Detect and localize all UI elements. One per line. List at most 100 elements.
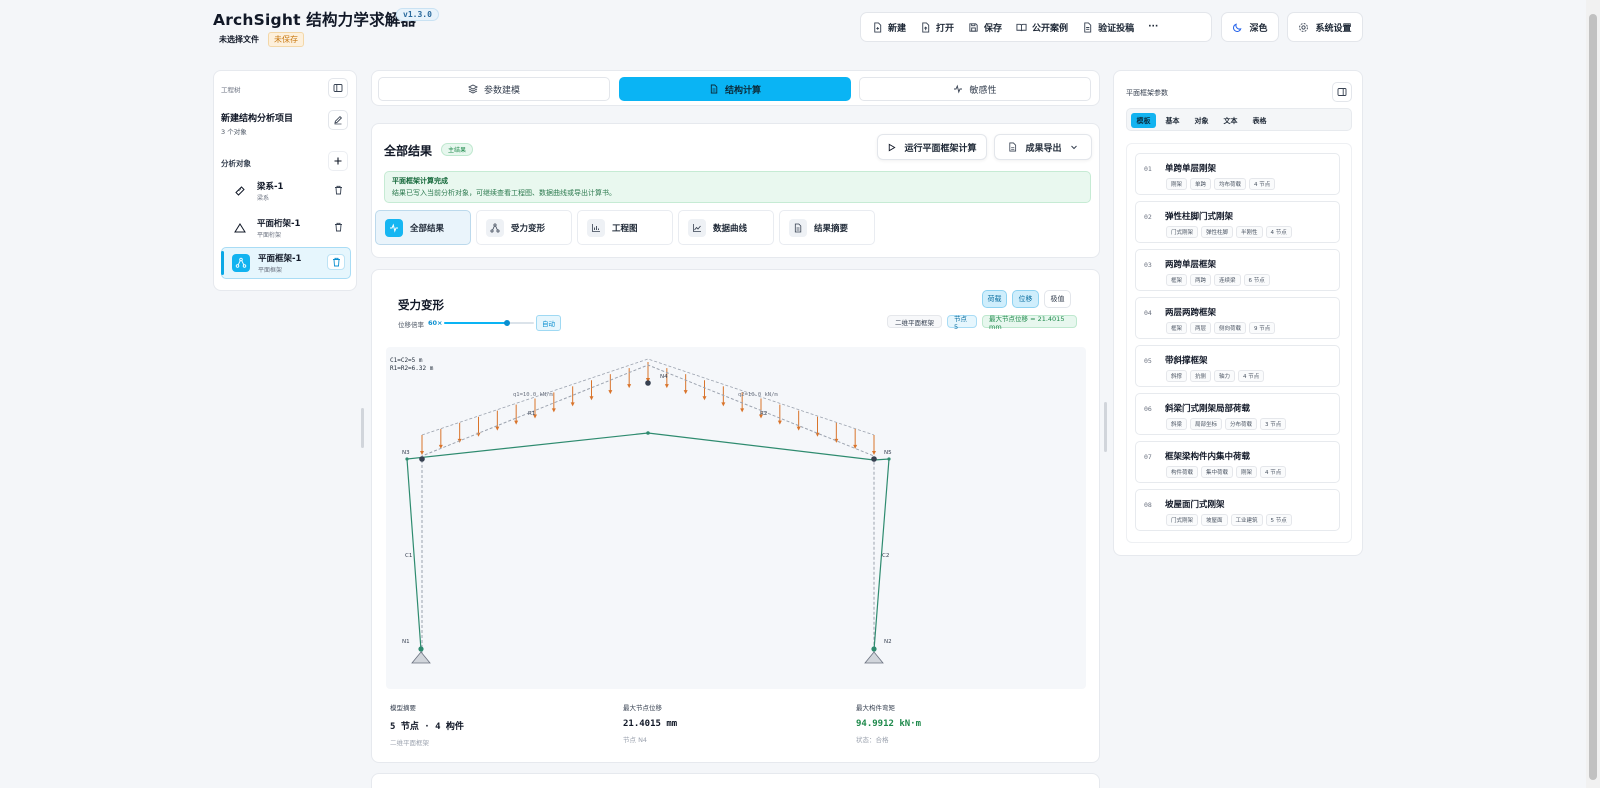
subtab-curves[interactable]: 数据曲线 bbox=[678, 210, 774, 245]
template-title: 斜梁门式刚架局部荷载 bbox=[1165, 404, 1251, 414]
new-button[interactable]: 新建 bbox=[865, 14, 913, 40]
template-number: 04 bbox=[1144, 309, 1152, 317]
sidebar-icon bbox=[333, 84, 343, 92]
tab-label: 参数建模 bbox=[483, 85, 520, 96]
segment-text[interactable]: 文本 bbox=[1223, 116, 1238, 125]
info-line: C1=C2=5 m bbox=[390, 357, 423, 364]
cases-label: 公开案例 bbox=[1032, 23, 1069, 34]
template-number: 01 bbox=[1144, 165, 1152, 173]
deformed-shape bbox=[406, 432, 890, 651]
settings-label: 系统设置 bbox=[1315, 23, 1352, 34]
template-item[interactable]: 02 弹性柱脚门式刚架 门式刚架 弹性柱脚 半刚性 4 节点 bbox=[1135, 201, 1340, 243]
template-item[interactable]: 01 单跨单层刚架 刚架 单跨 均布荷载 4 节点 bbox=[1135, 153, 1340, 195]
scrollbar-thumb[interactable] bbox=[1589, 14, 1597, 780]
deformation-card: 受力变形 位移倍率 60× 自动 荷载 位移 极值 二维平面框架 节点 5 最大… bbox=[371, 269, 1100, 763]
object-item-frame[interactable]: 平面框架-1 平面框架 bbox=[221, 247, 351, 279]
object-type: 梁系 bbox=[257, 195, 270, 202]
panel-heading: 工程树 bbox=[221, 86, 241, 94]
distributed-loads bbox=[420, 358, 876, 455]
template-tag: 两跨 bbox=[1190, 274, 1212, 286]
left-resize-handle[interactable] bbox=[361, 408, 364, 448]
verify-button[interactable]: 验证投稿 bbox=[1075, 14, 1141, 40]
delete-object-button[interactable] bbox=[334, 222, 343, 232]
template-item[interactable]: 08 坡屋面门式刚架 门式刚架 坡屋面 工业建筑 5 节点 bbox=[1135, 489, 1340, 531]
more-button[interactable]: ··· bbox=[1141, 14, 1165, 40]
template-item[interactable]: 03 两跨单层框架 框架 两跨 连续梁 6 节点 bbox=[1135, 249, 1340, 291]
object-item-truss[interactable]: 平面桁架-1 平面桁架 bbox=[221, 213, 351, 243]
node-label-n1: N1 bbox=[402, 639, 410, 645]
template-tag: 4 节点 bbox=[1265, 226, 1292, 238]
template-item[interactable]: 04 两层两跨框架 框架 两层 侧向荷载 9 节点 bbox=[1135, 297, 1340, 339]
template-item[interactable]: 05 带斜撑框架 斜撑 抗侧 轴力 4 节点 bbox=[1135, 345, 1340, 387]
save-label: 保存 bbox=[984, 23, 1003, 34]
subtab-summary[interactable]: 结果摘要 bbox=[779, 210, 875, 245]
load-arrow-head bbox=[796, 426, 801, 431]
export-button[interactable]: 成果导出 bbox=[994, 134, 1092, 160]
run-calculation-button[interactable]: 运行平面框架计算 bbox=[877, 134, 987, 160]
support-n1 bbox=[411, 651, 431, 664]
subtab-all-results[interactable]: 全部结果 bbox=[375, 210, 471, 245]
template-item[interactable]: 07 框架梁构件内集中荷载 构件荷载 集中荷载 刚架 4 节点 bbox=[1135, 441, 1340, 483]
tab-sensitivity[interactable]: 敏感性 bbox=[859, 77, 1091, 101]
segment-basic[interactable]: 基本 bbox=[1165, 116, 1180, 125]
settings-button[interactable]: 系统设置 bbox=[1287, 12, 1363, 42]
open-button[interactable]: 打开 bbox=[913, 14, 961, 40]
subtab-deformation[interactable]: 受力变形 bbox=[476, 210, 572, 245]
toolbar: 新建 打开 保存 公开案例 验证投稿 ··· bbox=[860, 12, 1212, 42]
slider-thumb[interactable] bbox=[504, 320, 510, 326]
edit-project-button[interactable] bbox=[328, 110, 348, 130]
stat-max-displacement: 最大节点位移 21.4015 mm 节点 N4 bbox=[623, 702, 677, 744]
cases-button[interactable]: 公开案例 bbox=[1009, 14, 1075, 40]
segment-templates[interactable]: 模板 bbox=[1131, 113, 1156, 128]
stat-model-summary: 模型摘要 5 节点 · 4 构件 二维平面框架 bbox=[390, 702, 464, 747]
template-item[interactable]: 06 斜梁门式刚架局部荷载 斜梁 局部坐标 分布荷载 3 节点 bbox=[1135, 393, 1340, 435]
tab-modeling[interactable]: 参数建模 bbox=[378, 77, 610, 101]
node-label-n2: N2 bbox=[884, 639, 892, 645]
trash-icon bbox=[335, 222, 342, 232]
subtab-drawing[interactable]: 工程图 bbox=[577, 210, 673, 245]
delete-object-button[interactable] bbox=[327, 254, 345, 270]
collapse-panel-button[interactable] bbox=[328, 78, 348, 98]
template-tag: 刚架 bbox=[1166, 178, 1188, 190]
toggle-load[interactable]: 荷载 bbox=[982, 290, 1007, 308]
stat-max-moment: 最大构件弯矩 94.9912 kN·m 状态：合格 bbox=[856, 702, 921, 744]
dark-mode-label: 深色 bbox=[1249, 23, 1268, 34]
load-arrow-head bbox=[627, 384, 632, 389]
toggle-displacement[interactable]: 位移 bbox=[1012, 290, 1039, 308]
project-title: 新建结构分析项目 bbox=[221, 114, 294, 124]
load-arrow-head bbox=[853, 444, 858, 449]
template-tag: 局部坐标 bbox=[1190, 418, 1223, 430]
template-tag: 门式刚架 bbox=[1166, 226, 1199, 238]
template-tag: 半刚性 bbox=[1236, 226, 1263, 238]
template-tag: 构件荷载 bbox=[1166, 466, 1199, 478]
objects-heading: 分析对象 bbox=[221, 159, 251, 168]
auto-scale-button[interactable]: 自动 bbox=[536, 315, 561, 331]
tab-calculation[interactable]: 结构计算 bbox=[619, 77, 851, 101]
save-button[interactable]: 保存 bbox=[961, 14, 1009, 40]
file-label: 未选择文件 bbox=[219, 35, 259, 44]
load-arrow-head bbox=[551, 408, 556, 413]
template-tag: 工业建筑 bbox=[1230, 514, 1263, 526]
segment-table[interactable]: 表格 bbox=[1252, 116, 1267, 125]
toggle-extreme[interactable]: 极值 bbox=[1044, 290, 1071, 308]
load-arrow-head bbox=[834, 438, 839, 443]
object-item-beam[interactable]: 梁系-1 梁系 bbox=[221, 176, 351, 206]
object-type: 平面桁架 bbox=[257, 232, 282, 239]
template-tag: 弹性柱脚 bbox=[1201, 226, 1234, 238]
delete-object-button[interactable] bbox=[334, 185, 343, 195]
template-tag: 轴力 bbox=[1214, 370, 1236, 382]
right-resize-handle[interactable] bbox=[1104, 402, 1107, 452]
stat-value: 94.9912 kN·m bbox=[856, 719, 922, 729]
collapse-right-panel-button[interactable] bbox=[1332, 82, 1352, 102]
segment-objects[interactable]: 对象 bbox=[1194, 116, 1209, 125]
object-name: 平面框架-1 bbox=[258, 254, 302, 264]
load-label-q1: q1=10.0 kN/m bbox=[513, 392, 553, 398]
activity-icon bbox=[954, 84, 963, 94]
add-object-button[interactable] bbox=[328, 151, 348, 171]
dark-mode-button[interactable]: 深色 bbox=[1221, 12, 1279, 42]
scale-slider[interactable] bbox=[444, 320, 534, 326]
panel-heading: 平面框架参数 bbox=[1126, 89, 1168, 97]
next-card bbox=[371, 773, 1100, 788]
book-open-icon bbox=[1016, 23, 1027, 31]
object-name: 梁系-1 bbox=[257, 182, 284, 192]
